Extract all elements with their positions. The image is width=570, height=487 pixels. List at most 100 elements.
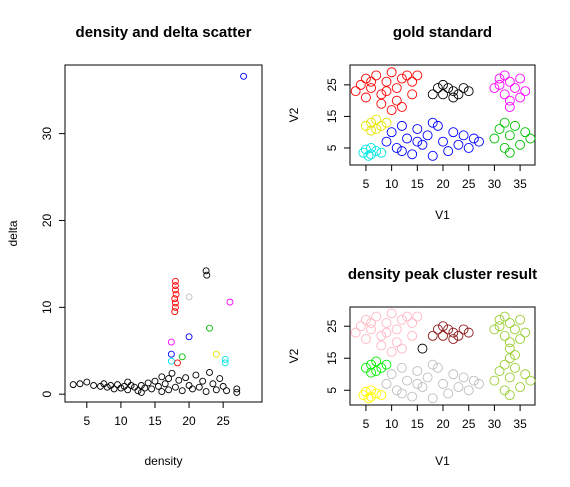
point [494, 124, 505, 134]
point [402, 375, 412, 386]
point [510, 120, 520, 131]
point [402, 70, 412, 81]
point [391, 385, 402, 396]
point [381, 327, 392, 338]
point [376, 362, 387, 373]
point [422, 130, 433, 141]
point [391, 83, 402, 93]
point [151, 377, 159, 385]
point [171, 295, 179, 303]
point [360, 334, 371, 344]
point [192, 371, 200, 379]
point [474, 136, 484, 147]
point [412, 311, 423, 322]
point [381, 378, 392, 389]
point [432, 362, 443, 373]
point [158, 373, 166, 381]
point [366, 83, 377, 93]
point [366, 143, 377, 153]
point [366, 117, 377, 128]
point [90, 382, 98, 389]
point [165, 375, 173, 382]
point [366, 359, 377, 370]
x-tick-label: 10 [385, 417, 399, 431]
point [371, 311, 382, 322]
point [386, 369, 397, 380]
point [172, 290, 180, 298]
point [396, 102, 407, 112]
point [363, 393, 374, 404]
point [504, 76, 515, 87]
y-tick-label: 25 [325, 78, 339, 92]
point [381, 359, 392, 370]
y-tick-label: 5 [325, 387, 339, 394]
y-tick-label: 30 [40, 127, 54, 141]
point [206, 324, 213, 332]
point [438, 378, 448, 389]
point [358, 390, 369, 401]
point [427, 117, 438, 128]
point [427, 89, 438, 100]
point [203, 271, 211, 279]
y-tick-label: 20 [40, 213, 54, 227]
point [499, 70, 510, 81]
point [504, 318, 515, 328]
point [510, 350, 520, 360]
point [171, 299, 179, 307]
point [515, 334, 526, 344]
point [358, 147, 369, 158]
point [474, 378, 484, 389]
y-tick-label: 10 [40, 300, 54, 314]
point [525, 133, 536, 144]
point [458, 372, 469, 383]
point [185, 382, 193, 389]
point [494, 321, 505, 332]
point [494, 79, 505, 90]
point [499, 143, 510, 153]
point [110, 385, 118, 393]
chart-title: density and delta scatter [76, 24, 252, 41]
point [468, 375, 479, 386]
x-tick-label: 10 [114, 414, 128, 428]
point [154, 382, 162, 390]
point [366, 149, 377, 160]
point [412, 378, 423, 389]
point [407, 76, 418, 87]
point [499, 311, 510, 322]
point [240, 72, 248, 80]
point [520, 86, 531, 97]
point [350, 327, 361, 338]
point [458, 83, 469, 93]
x-tick-label: 20 [436, 177, 450, 191]
point [171, 308, 179, 316]
point [386, 127, 397, 138]
point [168, 369, 176, 377]
point [366, 125, 377, 136]
point [494, 314, 505, 325]
point [381, 136, 392, 147]
point [366, 324, 377, 335]
point [366, 318, 377, 328]
point [371, 70, 382, 81]
point [520, 127, 531, 138]
point [499, 89, 510, 100]
point [144, 379, 152, 387]
x-tick-label: 35 [513, 417, 527, 431]
point [189, 385, 196, 393]
point [504, 130, 515, 141]
point [504, 390, 515, 401]
point [148, 385, 156, 393]
y-tick-label: 0 [40, 391, 54, 398]
point [76, 380, 84, 388]
point [463, 86, 474, 97]
point [407, 330, 418, 341]
point [448, 369, 459, 380]
point [167, 338, 175, 346]
point [233, 388, 241, 396]
point [453, 382, 464, 393]
point [489, 83, 500, 93]
point [520, 327, 531, 338]
point [510, 324, 520, 335]
chart-title: gold standard [393, 24, 492, 41]
x-tick-label: 5 [363, 417, 370, 431]
